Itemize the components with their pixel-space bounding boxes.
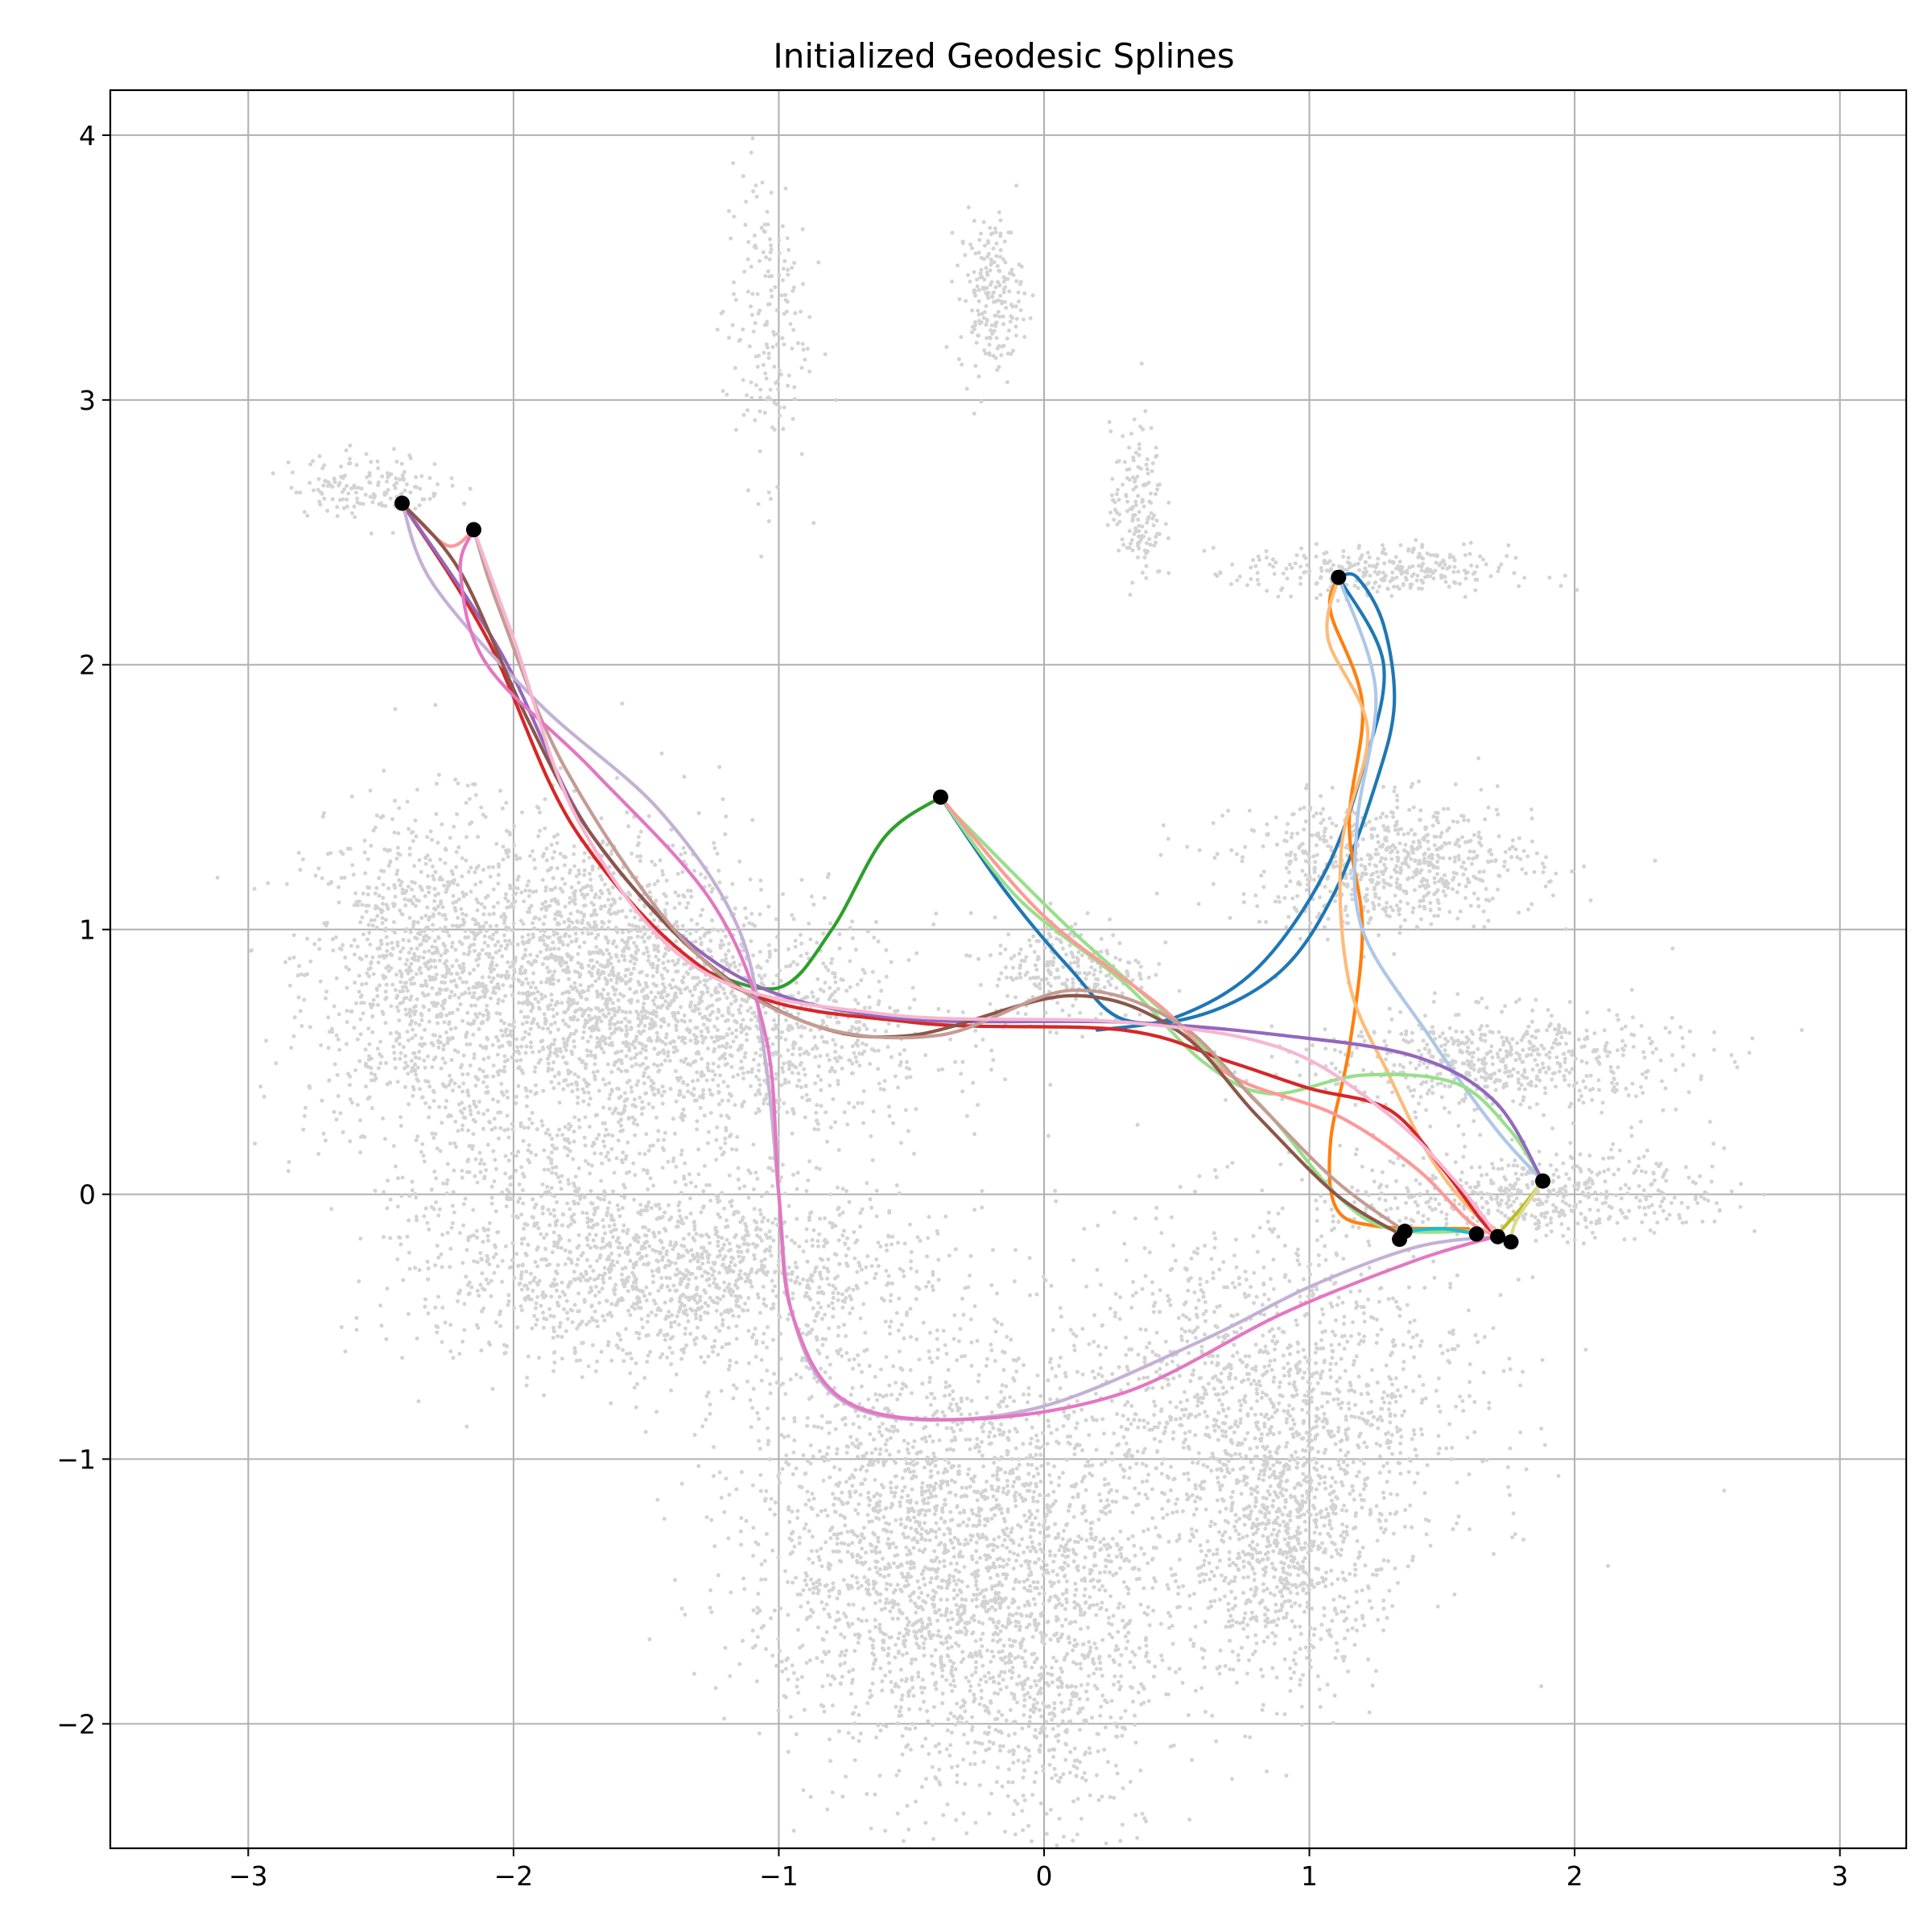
endpoint-marker	[1503, 1234, 1519, 1250]
spline-line	[1327, 576, 1471, 1231]
endpoint-marker	[1331, 569, 1347, 585]
spline-line	[472, 527, 1500, 1239]
x-tick-label: 2	[1567, 1860, 1583, 1892]
endpoint-marker	[1392, 1231, 1408, 1247]
spline-line	[1403, 1227, 1479, 1236]
endpoint-marker	[1468, 1226, 1484, 1242]
y-tick-label: −1	[56, 1443, 96, 1475]
endpoint-marker	[1535, 1173, 1551, 1189]
spline-line	[472, 527, 1407, 1233]
x-tick-label: −3	[229, 1860, 268, 1892]
y-tick-label: 2	[79, 650, 96, 681]
spline-line	[400, 502, 1545, 1183]
spline-line	[939, 795, 1500, 1239]
y-tick-label: −2	[56, 1708, 96, 1740]
axes-ticks: −3 −2 −1 0 1 2 3 −2 −1 0 1 2 3 4	[56, 120, 1848, 1892]
endpoint-marker	[1490, 1228, 1506, 1245]
spline-line	[1325, 576, 1497, 1231]
endpoint-marker	[465, 522, 481, 538]
spline-line	[939, 572, 1397, 1026]
grid	[110, 90, 1906, 1848]
endpoint-marker	[394, 495, 410, 511]
spline-line	[939, 795, 1545, 1183]
x-tick-label: 3	[1831, 1860, 1848, 1892]
x-tick-label: 0	[1035, 1860, 1052, 1892]
endpoint-marker	[932, 789, 948, 805]
y-tick-label: 3	[79, 385, 96, 416]
x-tick-label: 1	[1301, 1860, 1318, 1892]
x-tick-label: −2	[494, 1860, 534, 1892]
spline-line	[1336, 576, 1545, 1183]
spline-line	[400, 502, 1500, 1239]
y-tick-label: 1	[79, 914, 96, 946]
spline-line	[1095, 576, 1386, 1032]
plot-frame	[109, 89, 1908, 1850]
chart-title: Initialized Geodesic Splines	[773, 36, 1234, 76]
endpoints	[394, 495, 1551, 1250]
y-tick-label: 4	[79, 120, 96, 151]
splines	[400, 502, 1545, 1422]
x-tick-label: −1	[759, 1860, 799, 1892]
y-tick-label: 0	[79, 1179, 96, 1211]
